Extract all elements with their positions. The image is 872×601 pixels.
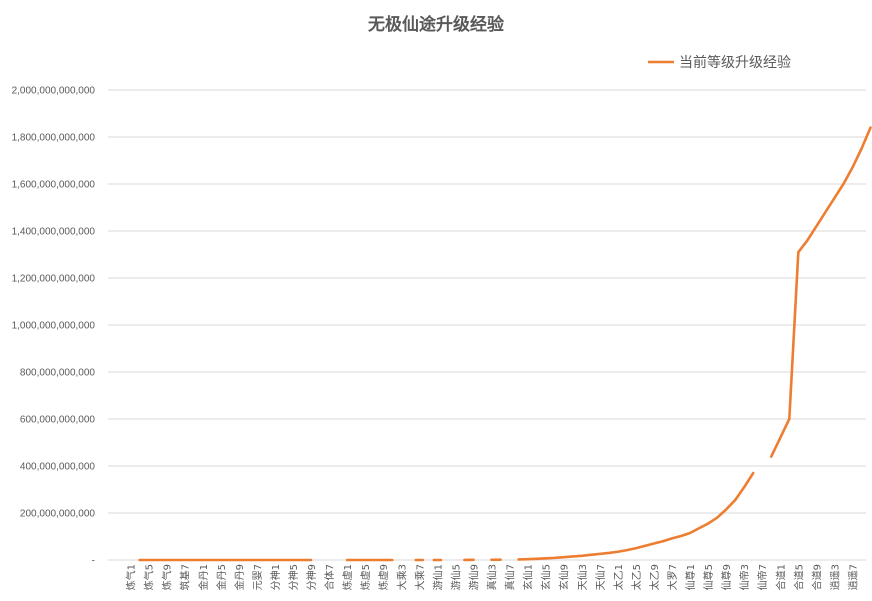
x-tick-label-17: 游仙1 [431,564,444,590]
x-tick-label-28: 太乙5 [630,564,643,590]
x-tick-label-26: 天仙7 [594,564,607,590]
y-tick-label-6: 1,200,000,000,000 [12,274,96,285]
x-tick-label-31: 仙尊1 [684,564,697,590]
x-tick-label-33: 仙尊9 [720,564,733,590]
y-tick-label-2: 400,000,000,000 [20,462,96,473]
x-tick-label-15: 大乘3 [395,564,408,590]
x-tick-label-36: 合道1 [774,564,787,590]
x-tick-label-20: 真仙3 [486,564,499,590]
x-tick-label-7: 元婴7 [252,564,264,590]
legend: 当前等级升级经验 [648,54,791,71]
x-tick-label-40: 逍遥7 [846,564,859,590]
x-tick-label-37: 合道5 [792,564,805,590]
x-tick-label-9: 分神5 [287,564,300,590]
x-tick-label-34: 仙帝3 [738,564,751,590]
x-tick-label-38: 合道9 [810,564,823,590]
y-tick-label-8: 1,600,000,000,000 [12,180,96,191]
x-tick-label-25: 天仙3 [576,564,589,590]
x-tick-label-35: 仙帝7 [756,564,769,590]
y-tick-label-3: 600,000,000,000 [20,415,96,426]
y-tick-label-7: 1,400,000,000,000 [12,227,96,238]
series-lines [138,126,872,562]
x-tick-label-19: 游仙9 [467,564,480,590]
x-tick-label-8: 分神1 [269,564,282,590]
x-tick-label-30: 大罗7 [666,564,679,590]
x-tick-label-23: 玄仙5 [540,564,553,590]
x-tick-label-29: 太乙9 [648,564,661,590]
x-tick-label-21: 真仙7 [504,564,517,590]
x-tick-label-14: 炼虚9 [377,564,390,590]
x-tick-label-39: 逍遥3 [828,564,841,590]
x-tick-label-18: 游仙5 [449,564,462,590]
y-axis-tick-labels: - 200,000,000,000 400,000,000,000 600,000,0… [12,86,96,567]
y-tick-label-9: 1,800,000,000,000 [12,133,96,144]
series-0-segment-7 [769,126,872,458]
gridlines [108,89,866,561]
x-tick-label-1: 炼气5 [143,564,156,590]
x-tick-label-6: 金丹9 [233,564,246,590]
x-tick-label-4: 金丹1 [197,564,210,590]
x-tick-label-16: 大乘7 [413,564,426,590]
x-tick-label-3: 筑基7 [179,564,192,590]
y-tick-label-10: 2,000,000,000,000 [12,86,96,97]
x-tick-label-24: 玄仙9 [558,564,571,590]
x-tick-label-12: 炼虚1 [341,564,354,590]
x-tick-label-10: 分神9 [305,564,318,590]
x-tick-label-13: 炼虚5 [359,564,372,590]
x-axis-tick-labels: 炼气1 炼气5 炼气9 筑基7 金丹1 金丹5 金丹9 元婴7 分神1 分神5 分神9 合体7 炼虚1 炼… [125,564,860,590]
x-tick-label-2: 炼气9 [161,564,174,590]
legend-label: 当前等级升级经验 [679,54,791,71]
x-tick-label-0: 炼气1 [125,564,138,590]
series-0-segment-6 [517,471,755,561]
x-tick-label-22: 玄仙1 [522,564,535,590]
y-tick-label-5: 1,000,000,000,000 [12,321,96,332]
y-tick-label-4: 800,000,000,000 [20,368,96,379]
x-tick-label-32: 仙尊5 [702,564,715,590]
x-tick-label-27: 太乙1 [612,564,625,590]
y-tick-label-1: 200,000,000,000 [20,509,96,520]
x-tick-label-11: 合体7 [323,564,336,590]
y-tick-label-0: - [92,556,95,567]
x-tick-label-5: 金丹5 [215,564,228,590]
chart-title: 无极仙途升级经验 [367,14,505,35]
